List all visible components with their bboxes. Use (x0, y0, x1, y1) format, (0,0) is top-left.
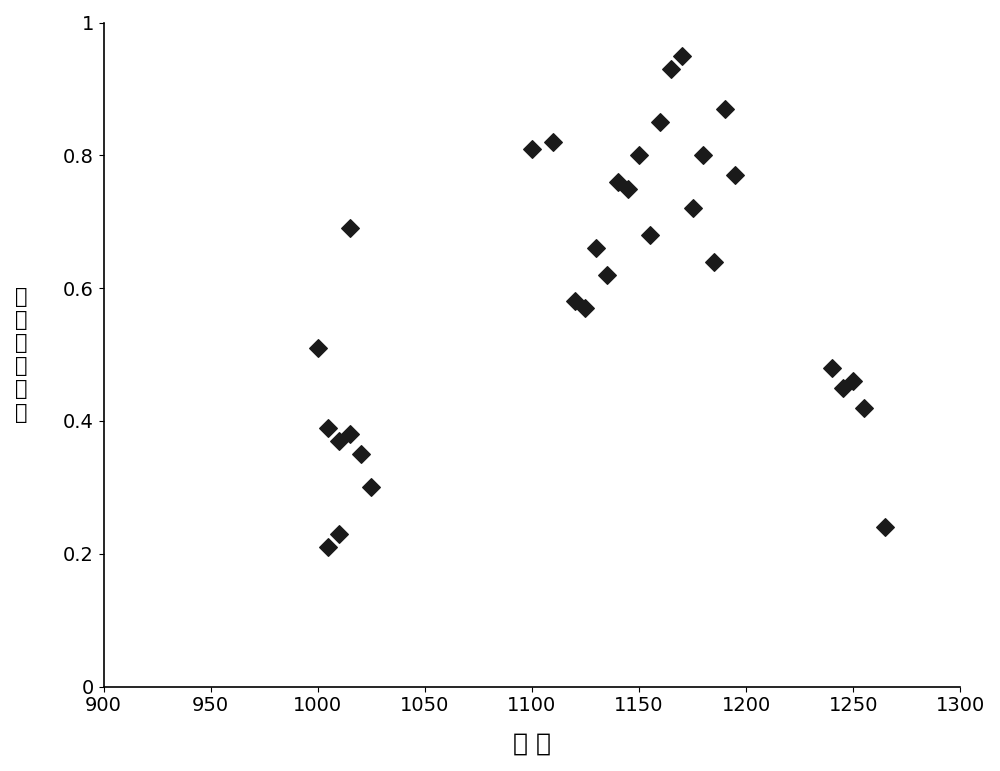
Point (331, 527, 347, 540)
Point (824, 362, 840, 374)
Point (717, 103, 733, 115)
Point (620, 183, 636, 195)
X-axis label: 海 拔: 海 拔 (513, 732, 551, 756)
Point (577, 302, 593, 315)
Point (845, 375, 861, 387)
Point (524, 143, 540, 155)
Point (835, 382, 851, 394)
Point (599, 269, 615, 281)
Point (642, 229, 658, 241)
Point (342, 428, 358, 440)
Point (877, 521, 893, 534)
Point (342, 222, 358, 234)
Point (567, 295, 583, 308)
Point (331, 435, 347, 447)
Point (695, 149, 711, 161)
Point (588, 242, 604, 254)
Point (652, 116, 668, 128)
Point (674, 49, 690, 62)
Point (685, 202, 701, 214)
Y-axis label: 种
群
综
合
指
标: 种 群 综 合 指 标 (15, 287, 27, 423)
Point (727, 169, 743, 181)
Point (856, 402, 872, 414)
Point (631, 149, 647, 161)
Point (706, 255, 722, 268)
Point (610, 176, 626, 188)
Point (320, 422, 336, 434)
Point (363, 481, 379, 493)
Point (663, 62, 679, 75)
Point (320, 541, 336, 554)
Point (353, 448, 369, 460)
Point (545, 136, 561, 148)
Point (310, 342, 326, 354)
